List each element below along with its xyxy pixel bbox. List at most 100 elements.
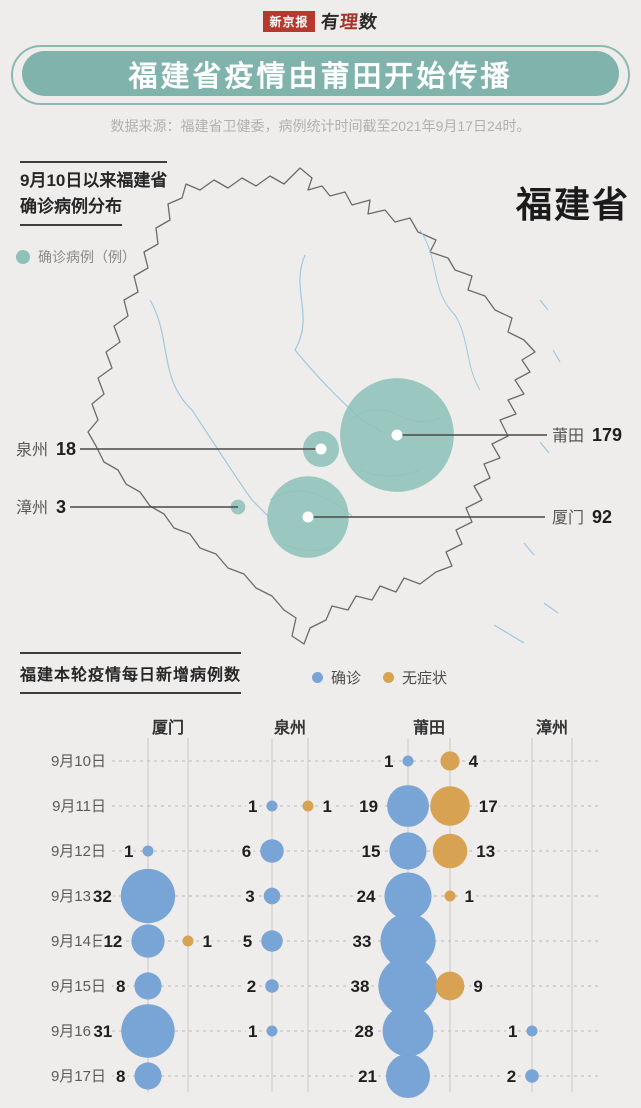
- asymptomatic-value-label: 1: [465, 887, 474, 906]
- confirmed-bubble: [266, 1025, 278, 1037]
- province-outline: [87, 167, 536, 645]
- asymptomatic-value-label: 4: [469, 752, 479, 771]
- map-title-line1: 9月10日以来福建省: [20, 161, 168, 194]
- daily-cases-bubble-chart: 厦门 泉州 莆田 漳州 9月10日 9月11日 9月12日 9月13日 9月14日 9月15日 9月…: [51, 718, 600, 1098]
- asymptomatic-bubble: [432, 833, 468, 869]
- confirmed-bubble: [120, 868, 176, 924]
- confirmed-value-label: 24: [357, 887, 376, 906]
- asymptomatic-value-label: 9: [473, 977, 482, 996]
- confirmed-bubble: [389, 832, 427, 870]
- confirmed-bubble: [402, 755, 414, 767]
- map-city-label: 泉州: [16, 441, 48, 459]
- river-line: [419, 229, 481, 391]
- map-legend: 确诊病例（例）: [16, 247, 136, 267]
- row-date-label: 9月15日: [51, 978, 106, 995]
- asymptomatic-legend-dot: [383, 672, 395, 683]
- confirmed-bubble: [134, 972, 162, 1000]
- confirmed-bubble: [260, 839, 284, 863]
- confirmed-bubble: [142, 845, 154, 857]
- asymptomatic-bubble: [444, 890, 456, 902]
- legend-item-confirmed: 确诊: [312, 667, 361, 688]
- confirmed-bubble: [526, 1025, 538, 1037]
- confirmed-bubble: [263, 887, 281, 905]
- map-title-line2: 确诊病例分布: [20, 194, 122, 226]
- headline-title: 福建省疫情由莆田开始传播: [128, 60, 513, 93]
- column-header-莆田: 莆田: [413, 718, 445, 737]
- confirmed-value-label: 32: [93, 887, 112, 906]
- headline-banner: 福建省疫情由莆田开始传播: [22, 51, 619, 96]
- map-bubble-center-dot: [391, 429, 403, 441]
- confirmed-bubble: [380, 913, 436, 969]
- map-bubble-center-dot: [302, 511, 314, 523]
- confirmed-value-label: 31: [93, 1022, 112, 1041]
- confirmed-bubble: [266, 800, 278, 812]
- confirmed-bubble: [261, 930, 283, 952]
- map-bubble-center-dot: [315, 443, 327, 455]
- confirmed-bubble: [384, 872, 432, 920]
- daily-chart-title: 福建本轮疫情每日新增病例数: [20, 652, 242, 694]
- asymptomatic-value-label: 17: [479, 797, 498, 816]
- map-city-label: 漳州: [16, 499, 48, 517]
- confirmed-value-label: 3: [245, 887, 254, 906]
- confirmed-value-label: 38: [350, 977, 369, 996]
- river-line: [149, 299, 273, 521]
- confirmed-bubble: [134, 1062, 162, 1090]
- newspaper-logo: 新京报 有理数: [0, 8, 641, 34]
- confirmed-legend-dot: [312, 672, 323, 683]
- column-header-漳州: 漳州: [536, 718, 568, 737]
- province-name-label: 福建省: [516, 184, 631, 225]
- confirmed-bubble: [525, 1069, 539, 1083]
- headline-banner-outline: [11, 45, 630, 105]
- map-city-value: 18: [56, 439, 76, 459]
- map-city-label: 厦门: [552, 509, 584, 527]
- confirmed-value-label: 8: [116, 1067, 125, 1086]
- confirmed-value-label: 21: [358, 1067, 377, 1086]
- asymptomatic-value-label: 1: [203, 932, 212, 951]
- row-date-label: 9月10日: [51, 753, 106, 770]
- asymptomatic-bubble: [435, 971, 465, 1001]
- asymptomatic-bubble: [302, 800, 314, 812]
- row-date-label: 9月11日: [52, 798, 106, 815]
- map-city-value: 179: [592, 425, 622, 445]
- column-header-泉州: 泉州: [274, 718, 306, 737]
- row-date-label: 9月13日: [51, 888, 106, 905]
- confirmed-bubble: [382, 1005, 434, 1057]
- row-date-label: 9月17日: [51, 1068, 106, 1085]
- asymptomatic-legend-label: 无症状: [402, 670, 448, 687]
- confirmed-value-label: 1: [248, 1022, 257, 1041]
- confirmed-value-label: 33: [353, 932, 372, 951]
- confirmed-value-label: 8: [116, 977, 125, 996]
- row-date-label: 9月16日: [51, 1023, 106, 1040]
- fujian-province-map: 莆田 179 厦门 92 泉州 18 漳州 3: [16, 167, 622, 645]
- confirmed-value-label: 28: [355, 1022, 374, 1041]
- confirmed-value-label: 19: [359, 797, 378, 816]
- asymptomatic-bubble: [182, 935, 194, 947]
- confirmed-bubble: [378, 956, 438, 1016]
- map-section-title: 9月10日以来福建省 确诊病例分布: [20, 161, 168, 226]
- confirmed-bubble: [265, 979, 279, 993]
- confirmed-value-label: 2: [507, 1067, 516, 1086]
- confirmed-value-label: 2: [247, 977, 256, 996]
- confirmed-bubble: [131, 924, 165, 958]
- row-date-label: 9月12日: [51, 843, 106, 860]
- legend-item-asymptomatic: 无症状: [383, 667, 447, 688]
- asymptomatic-bubble: [440, 751, 460, 771]
- asymptomatic-value-label: 1: [323, 797, 332, 816]
- confirmed-bubble: [386, 1054, 430, 1098]
- confirmed-legend-label: 确诊: [331, 670, 362, 687]
- beijing-news-logo: 新京报: [263, 10, 315, 32]
- confirmed-value-label: 1: [248, 797, 257, 816]
- confirmed-value-label: 1: [384, 752, 393, 771]
- map-legend-label: 确诊病例（例）: [38, 249, 136, 265]
- confirmed-value-label: 1: [124, 842, 133, 861]
- confirmed-value-label: 12: [103, 932, 122, 951]
- column-header-厦门: 厦门: [152, 718, 184, 737]
- map-city-value: 92: [592, 507, 612, 527]
- confirmed-bubble: [387, 785, 429, 827]
- daily-chart-legend: 确诊 无症状: [312, 667, 447, 688]
- river-line: [294, 254, 383, 433]
- confirmed-cases-legend-dot: [16, 250, 30, 264]
- asymptomatic-bubble: [430, 786, 470, 826]
- map-city-label: 莆田: [552, 427, 584, 445]
